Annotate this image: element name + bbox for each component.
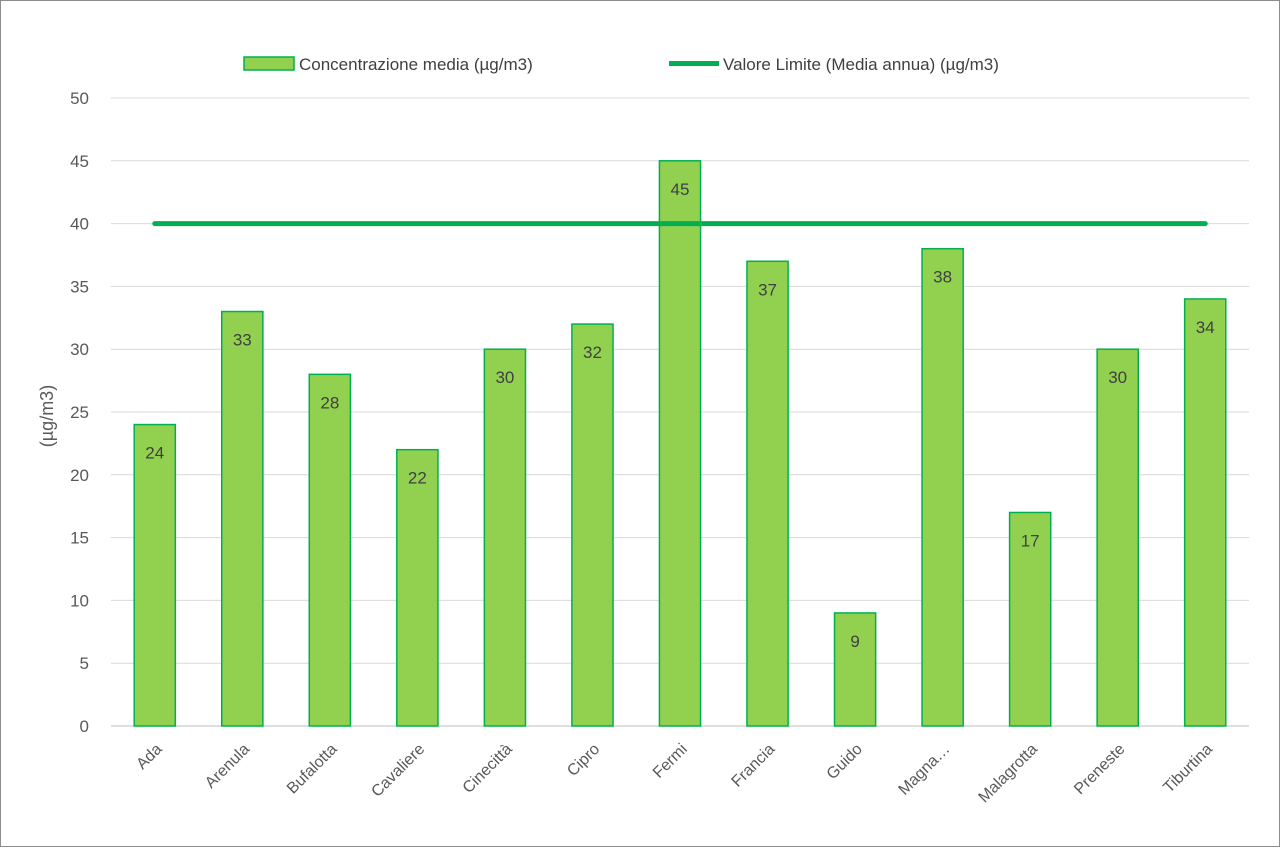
bar-data-label: 17 <box>1021 531 1040 550</box>
x-tick-label: Magna… <box>896 741 954 799</box>
y-tick-label: 25 <box>70 403 89 422</box>
y-tick-label: 0 <box>80 717 89 736</box>
y-axis-ticks: 0 5 10 15 20 25 30 35 40 45 50 <box>70 89 89 736</box>
x-tick-label: Fermi <box>650 741 691 782</box>
bar <box>658 160 702 727</box>
bar <box>833 612 877 727</box>
bar-data-label: 28 <box>320 393 339 412</box>
bar <box>571 323 614 727</box>
legend-label-line: Valore Limite (Media annua) (µg/m3) <box>723 55 999 74</box>
legend: Concentrazione media (µg/m3) Valore Limi… <box>243 55 999 74</box>
data-labels: 24 33 28 22 30 32 45 37 9 38 17 30 34 <box>145 180 1214 651</box>
bar <box>921 247 964 727</box>
bar <box>1008 511 1052 727</box>
y-tick-label: 5 <box>80 654 89 673</box>
x-tick-label: Guido <box>824 741 866 783</box>
x-tick-label: Ada <box>133 741 165 773</box>
x-axis-labels: Ada Arenula Bufalotta Cavaliere Cinecittà Cip… <box>133 741 1216 807</box>
x-tick-label: Cinecittà <box>460 741 516 797</box>
bar <box>1096 348 1140 727</box>
bar-data-label: 9 <box>850 632 859 651</box>
legend-label-bar: Concentrazione media (µg/m3) <box>299 55 533 74</box>
y-tick-label: 45 <box>70 152 89 171</box>
bar-data-label: 37 <box>758 280 777 299</box>
bar-data-label: 45 <box>671 180 690 199</box>
bar-data-label: 24 <box>145 444 164 463</box>
y-tick-label: 30 <box>70 340 89 359</box>
bar-data-label: 38 <box>933 268 952 287</box>
bar-data-label: 30 <box>1108 368 1127 387</box>
y-tick-label: 20 <box>70 466 89 485</box>
y-tick-label: 35 <box>70 277 89 296</box>
x-tick-label: Francia <box>729 741 779 791</box>
bars <box>133 160 1227 727</box>
bar <box>396 448 439 727</box>
y-tick-label: 10 <box>70 591 89 610</box>
bar-data-label: 30 <box>495 368 514 387</box>
bar <box>483 348 527 727</box>
y-tick-label: 50 <box>70 89 89 108</box>
x-tick-label: Cavaliere <box>368 741 428 801</box>
bar <box>220 310 264 727</box>
bar <box>1183 298 1227 727</box>
bar-data-label: 32 <box>583 343 602 362</box>
y-tick-label: 15 <box>70 529 89 548</box>
legend-swatch-bar <box>243 56 295 71</box>
x-tick-label: Malagrotta <box>976 741 1042 807</box>
x-tick-label: Arenula <box>202 741 253 792</box>
x-tick-label: Bufalotta <box>284 741 341 798</box>
y-tick-label: 40 <box>70 215 89 234</box>
x-tick-label: Preneste <box>1071 741 1128 798</box>
bar-data-label: 33 <box>233 331 252 350</box>
x-tick-label: Tiburtina <box>1160 741 1216 797</box>
x-tick-label: Cipro <box>564 741 603 780</box>
bar <box>746 260 789 727</box>
bar <box>308 373 352 727</box>
bar-data-label: 22 <box>408 469 427 488</box>
y-axis-title: (µg/m3) <box>37 385 57 447</box>
bar-data-label: 34 <box>1196 318 1215 337</box>
bar <box>133 423 177 727</box>
